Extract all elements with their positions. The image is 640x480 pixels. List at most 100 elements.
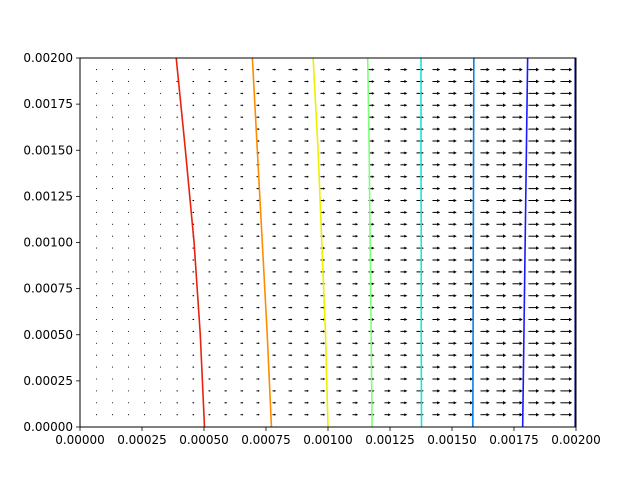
quiver-arrow	[512, 151, 523, 155]
quiver-arrow	[304, 235, 309, 238]
quiver-arrow	[496, 91, 507, 96]
quiver-arrow	[127, 199, 130, 202]
quiver-arrow	[544, 115, 556, 119]
quiver-arrow	[512, 258, 523, 262]
quiver-arrow	[480, 270, 490, 274]
quiver-arrow	[95, 390, 98, 392]
quiver-arrow	[95, 176, 98, 178]
quiver-arrow	[400, 151, 408, 155]
quiver-arrow	[400, 377, 408, 381]
quiver-arrow	[127, 342, 130, 344]
quiver-arrow	[192, 366, 195, 368]
quiver-arrow	[304, 80, 309, 83]
quiver-arrow	[176, 283, 178, 285]
quiver-arrow	[288, 175, 293, 178]
contour-lines	[175, 58, 576, 427]
quiver-arrow	[480, 198, 490, 203]
quiver-arrow	[272, 354, 277, 357]
quiver-arrow	[111, 295, 114, 297]
quiver-arrow	[544, 293, 556, 298]
quiver-arrow	[272, 187, 277, 190]
quiver-arrow	[143, 318, 146, 321]
quiver-arrow	[192, 342, 195, 345]
quiver-arrow	[544, 198, 556, 203]
quiver-arrow	[352, 294, 359, 297]
quiver-arrow	[127, 116, 130, 118]
quiver-arrow	[95, 80, 98, 83]
quiver-arrow	[320, 80, 326, 83]
quiver-arrow	[159, 390, 162, 392]
quiver-arrow	[384, 306, 391, 309]
quiver-arrow	[143, 92, 146, 94]
quiver-arrow	[464, 341, 474, 345]
quiver-arrow	[208, 104, 211, 107]
quiver-arrow	[159, 330, 162, 332]
quiver-arrow	[159, 128, 162, 130]
quiver-arrow	[528, 317, 540, 322]
quiver-arrow	[288, 282, 293, 285]
quiver-arrow	[400, 258, 408, 262]
quiver-arrow	[464, 79, 474, 84]
quiver-arrow	[384, 377, 391, 381]
quiver-arrow	[352, 318, 359, 321]
quiver-arrow	[176, 318, 178, 321]
quiver-arrow	[208, 413, 211, 416]
quiver-arrow	[400, 175, 408, 179]
quiver-arrow	[127, 140, 130, 142]
quiver-arrow	[432, 234, 441, 238]
quiver-arrow	[176, 152, 178, 154]
quiver-arrow	[208, 235, 211, 238]
quiver-arrow	[544, 103, 556, 108]
quiver-arrow	[127, 318, 130, 321]
quiver-arrow	[544, 174, 556, 179]
quiver-arrow	[224, 116, 227, 119]
quiver-arrow	[400, 139, 408, 143]
quiver-arrow	[512, 281, 523, 286]
x-tick-label: 0.00150	[427, 433, 477, 447]
quiver-arrow	[256, 68, 260, 71]
quiver-arrow	[384, 187, 391, 190]
quiver-arrow	[176, 259, 178, 261]
quiver-arrow	[384, 222, 391, 226]
quiver-arrow	[544, 329, 556, 334]
quiver-arrow	[288, 116, 293, 119]
quiver-arrow	[432, 413, 441, 417]
quiver-arrow	[272, 342, 277, 345]
quiver-arrow	[352, 80, 359, 83]
contour-line	[175, 58, 206, 427]
quiver-arrow	[240, 294, 244, 297]
quiver-arrow	[496, 389, 507, 393]
quiver-arrow	[448, 282, 457, 286]
quiver-arrow	[208, 366, 211, 368]
quiver-arrow	[208, 223, 211, 226]
quiver-arrow	[176, 140, 178, 142]
quiver-arrow	[512, 234, 523, 238]
quiver-arrow	[480, 317, 490, 322]
quiver-arrow	[159, 140, 162, 142]
quiver-arrow	[127, 259, 130, 261]
quiver-arrow	[544, 270, 556, 274]
quiver-arrow	[432, 68, 441, 72]
quiver-arrow	[240, 378, 244, 380]
quiver-arrow	[320, 330, 326, 333]
quiver-arrow	[448, 294, 457, 298]
quiver-arrow	[560, 353, 573, 357]
quiver-arrow	[480, 67, 490, 72]
quiver-arrow	[111, 259, 114, 261]
quiver-arrow	[336, 104, 342, 107]
quiver-arrow	[240, 306, 244, 309]
quiver-arrow	[352, 104, 359, 107]
quiver-arrow	[111, 152, 114, 154]
quiver-arrow	[352, 139, 359, 143]
quiver-arrow	[304, 389, 309, 393]
quiver-arrow	[159, 80, 162, 83]
quiver-arrow	[192, 378, 195, 380]
quiver-arrow	[176, 354, 178, 356]
quiver-arrow	[272, 330, 277, 333]
quiver-arrow	[127, 283, 130, 285]
quiver-arrow	[432, 258, 441, 262]
quiver-arrow	[432, 163, 441, 167]
quiver-arrow	[304, 246, 309, 250]
quiver-arrow	[384, 282, 391, 286]
